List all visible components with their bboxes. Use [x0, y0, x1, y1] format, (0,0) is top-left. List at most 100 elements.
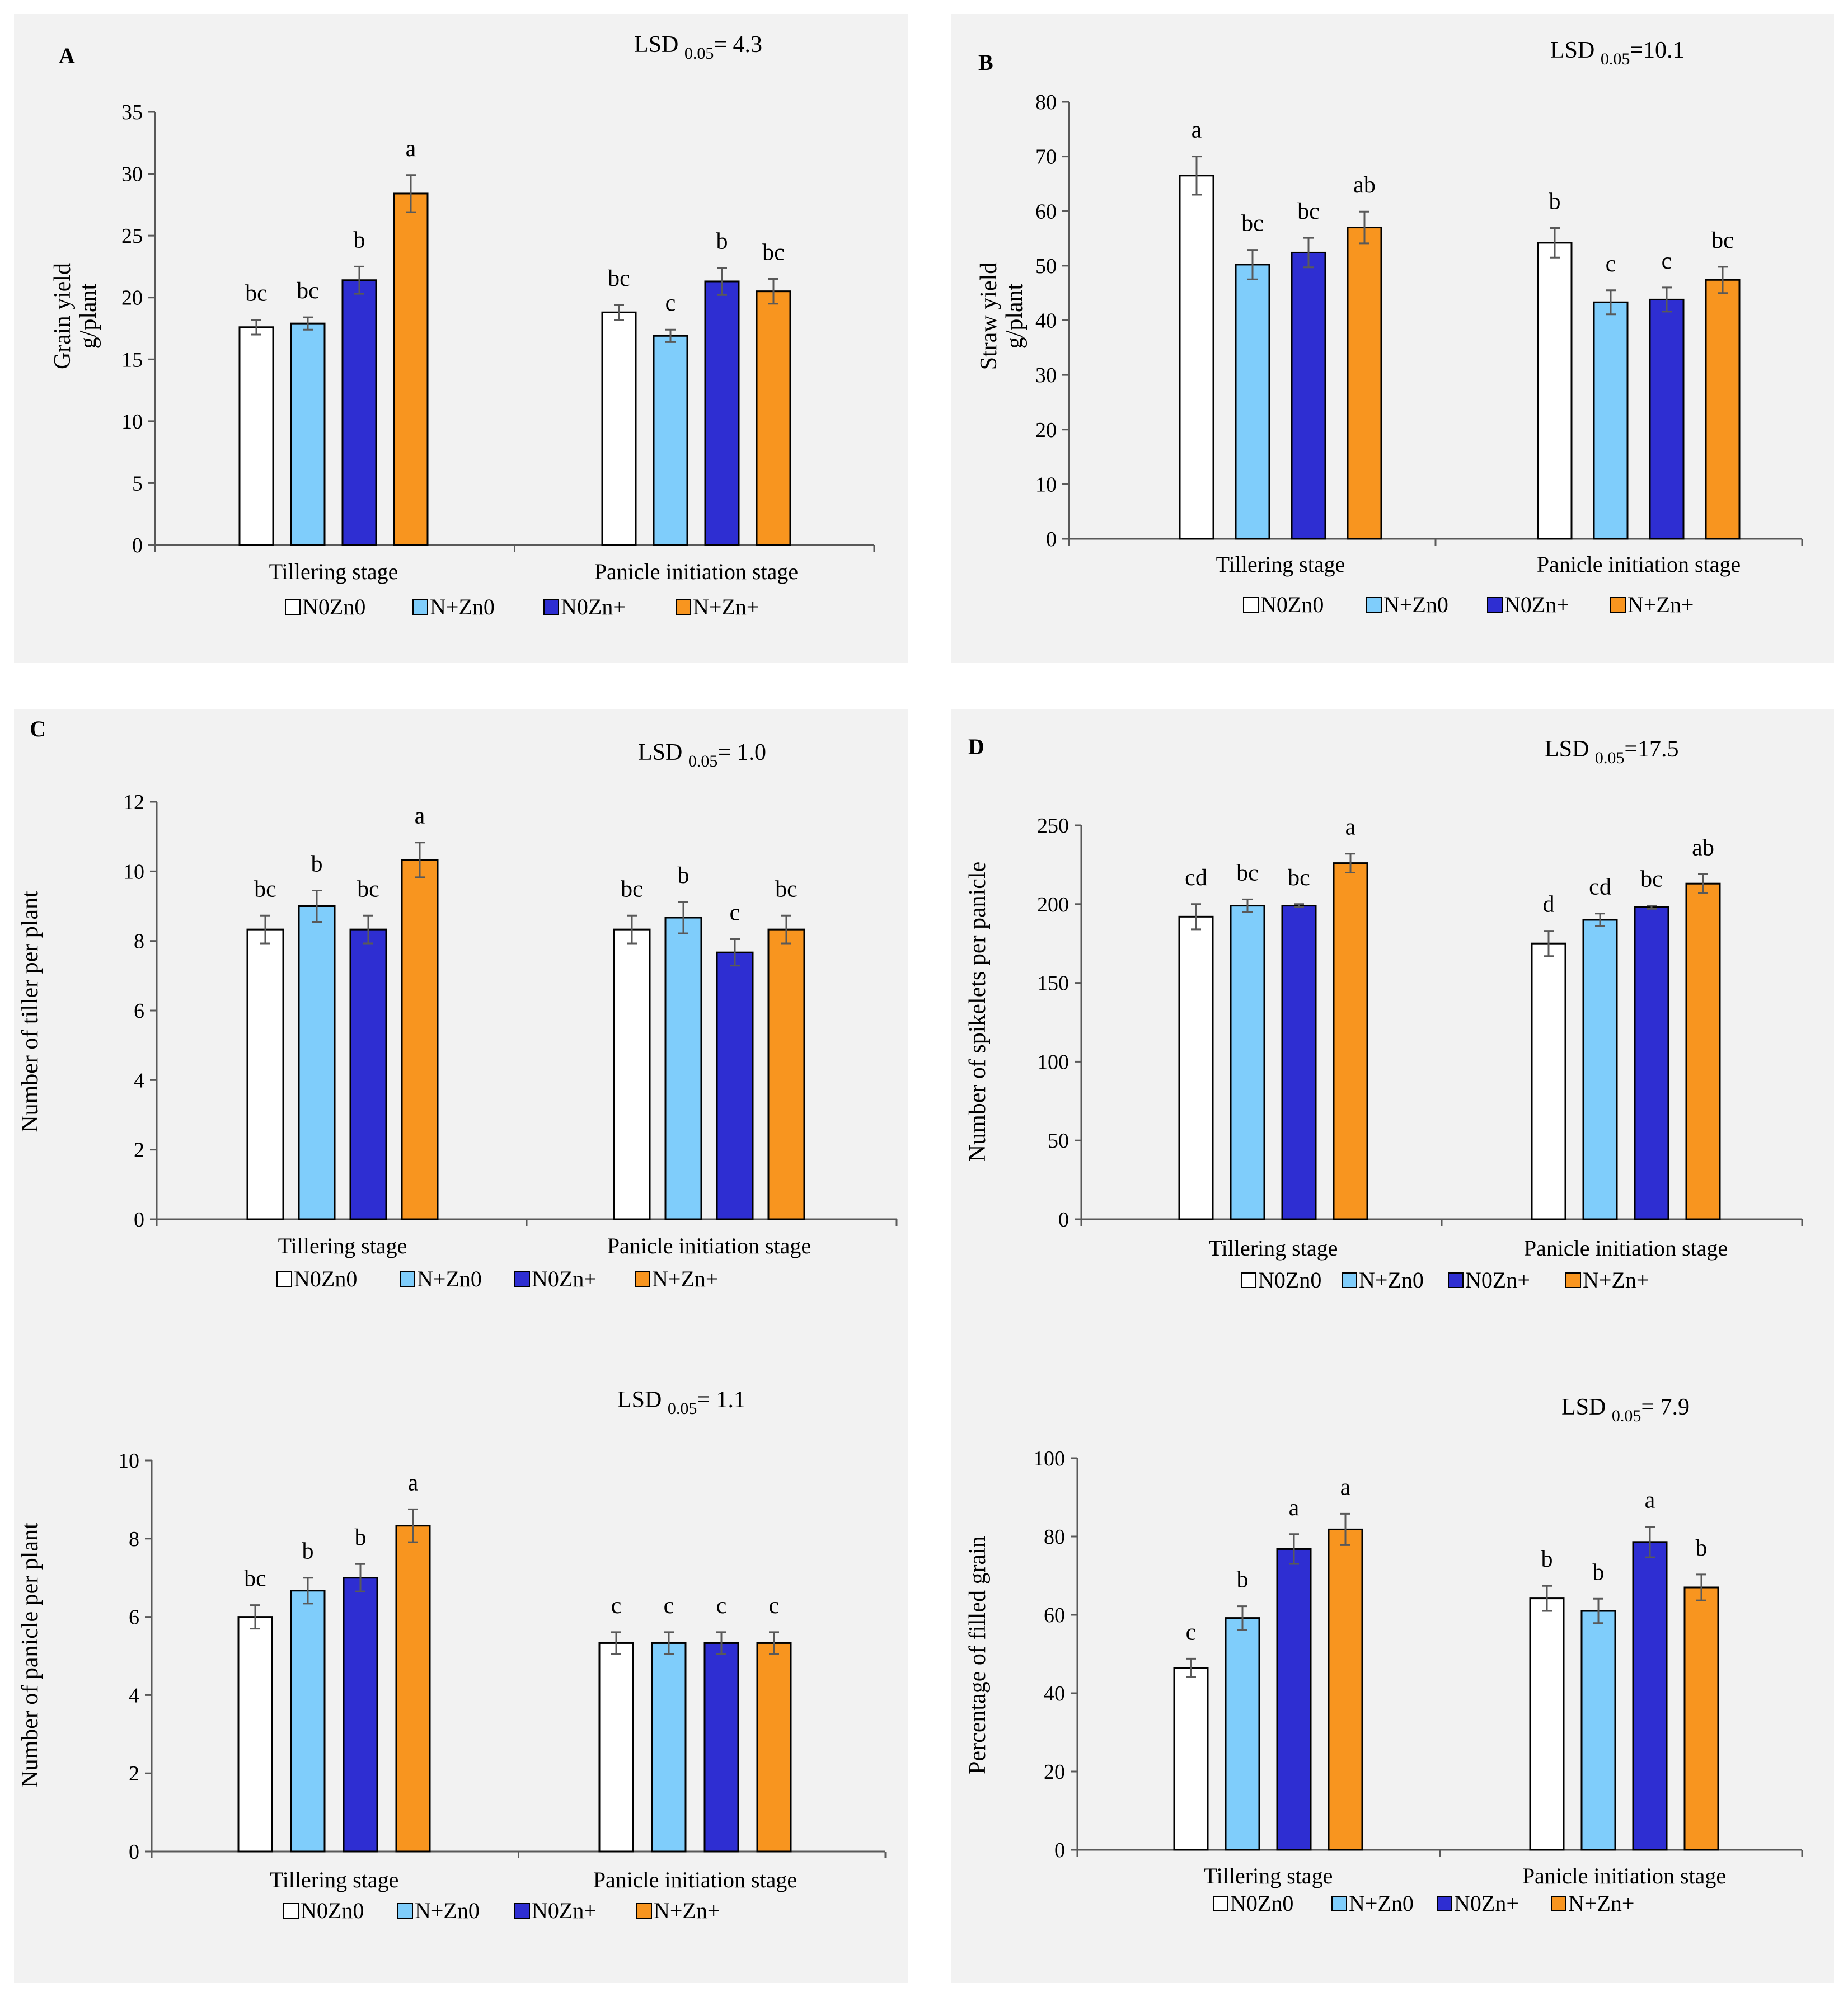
lsd-prefix: LSD [617, 1387, 668, 1413]
y-axis-label-line1: Percentage of filled grain [965, 1536, 991, 1774]
legend-label: N+Zn0 [430, 594, 495, 619]
significance-letter: cd [1589, 875, 1611, 900]
bar-N0Zn0 [1178, 915, 1214, 1220]
x-category-label: Panicle initiation stage [607, 1233, 811, 1258]
y-tick-label: 0 [134, 1208, 144, 1232]
significance-letter: b [1237, 1567, 1249, 1593]
bar-N+Zn+ [395, 1525, 431, 1853]
significance-letter: a [1345, 815, 1356, 840]
y-tick-label: 2 [129, 1762, 139, 1785]
y-axis-label-line1: Straw yield [976, 262, 1002, 370]
bar-N+Zn0 [1580, 1610, 1616, 1851]
significance-letter: c [730, 900, 740, 926]
lsd-label: LSD 0.05= 7.9 [1561, 1394, 1690, 1425]
panel-c: C LSD 0.05= 1.0 Number of tiller per plant… [14, 709, 908, 1353]
y-tick-label: 20 [121, 286, 143, 310]
legend-label: N0Zn+ [1454, 1891, 1519, 1916]
lsd-subscript: 0.05 [668, 1399, 697, 1418]
significance-letter: c [1606, 251, 1616, 277]
x-category-label: Panicle initiation stage [593, 1867, 797, 1892]
panel-e: LSD 0.05= 1.1 Number of panicle per plant… [14, 1353, 908, 1983]
y-axis-label: Number of spikelets per panicle [965, 862, 991, 1162]
bar-N+Zn+ [1683, 1586, 1719, 1851]
legend-label: N+Zn0 [417, 1266, 482, 1291]
bar-N+Zn+ [756, 290, 791, 546]
lsd-subscript: 0.05 [688, 752, 718, 770]
legend-label: N+Zn0 [1383, 592, 1448, 617]
bar-N+Zn+ [401, 859, 439, 1220]
y-tick-label: 40 [1035, 309, 1057, 333]
y-tick-label: 30 [1035, 364, 1057, 387]
legend-label: N0Zn+ [532, 1898, 597, 1923]
x-category-label: Panicle initiation stage [594, 559, 798, 584]
y-tick-label: 0 [1054, 1839, 1065, 1862]
bar-N+Zn+ [1328, 1528, 1363, 1851]
panel-letter: D [968, 734, 984, 759]
bar-N0Zn0 [1529, 1597, 1565, 1851]
y-tick-label: 10 [123, 860, 144, 884]
lsd-value: = 1.1 [697, 1387, 745, 1413]
significance-letter: cd [1185, 865, 1207, 891]
lsd-value: = 7.9 [1641, 1394, 1690, 1420]
significance-letter: bc [244, 1566, 266, 1592]
significance-letter: a [1192, 118, 1202, 143]
y-tick-label: 70 [1035, 145, 1057, 169]
y-tick-label: 6 [134, 999, 144, 1023]
significance-letter: bc [1640, 867, 1663, 892]
chart-c: C LSD 0.05= 1.0 Number of tiller per plant… [17, 716, 898, 1291]
legend-swatch-N+Zn0 [400, 1271, 415, 1287]
y-tick-label: 20 [1035, 419, 1057, 442]
bar-N0Zn0 [1173, 1667, 1209, 1851]
chart-d: D LSD 0.05=17.5 Number of spikelets per pa… [965, 734, 1803, 1293]
y-axis-label-line1: Grain yield [50, 263, 76, 369]
bar-N+Zn0 [290, 1590, 326, 1853]
y-axis-label-line1: Number of panicle per plant [17, 1523, 43, 1788]
lsd-subscript: 0.05 [1595, 749, 1625, 767]
lsd-value: = 1.0 [717, 740, 766, 765]
y-tick-label: 12 [123, 791, 144, 814]
legend-label: N0Zn0 [302, 594, 365, 619]
significance-letter: b [311, 852, 323, 877]
bar-N0Zn0 [1531, 942, 1566, 1220]
x-category-label: Tillering stage [1216, 552, 1345, 577]
bar-N0Zn0 [246, 928, 284, 1220]
y-tick-label: 4 [129, 1684, 139, 1707]
significance-letter: ab [1692, 835, 1714, 861]
significance-letter: ab [1353, 172, 1376, 198]
legend-swatch-N0Zn+ [1437, 1896, 1452, 1911]
legend-swatch-N+Zn0 [1331, 1896, 1347, 1911]
significance-letter: bc [254, 876, 276, 902]
legend-swatch-N+Zn+ [1610, 597, 1626, 613]
legend-swatch-N0Zn0 [283, 1903, 299, 1919]
legend-label: N0Zn+ [1465, 1267, 1530, 1293]
legend-swatch-N+Zn0 [1366, 597, 1382, 613]
y-tick-label: 10 [121, 410, 143, 434]
bar-N+Zn+ [1333, 862, 1368, 1220]
y-axis-label: Number of panicle per plant [17, 1523, 43, 1788]
chart-a: A LSD 0.05= 4.3 Grain yield g/plant 0 5 10 15 20… [50, 32, 875, 619]
significance-letter: bc [297, 278, 319, 304]
y-tick-label: 35 [121, 101, 143, 124]
legend-label: N+Zn+ [1583, 1267, 1649, 1293]
legend-label: N+Zn+ [1627, 592, 1694, 617]
significance-letter: bc [1241, 211, 1264, 237]
legend-label: N+Zn0 [1359, 1267, 1424, 1293]
bar-N0Zn+ [343, 1577, 378, 1853]
y-tick-label: 80 [1035, 91, 1057, 114]
legend-label: N0Zn0 [301, 1898, 364, 1923]
y-tick-label: 6 [129, 1606, 139, 1629]
y-tick-label: 50 [1035, 255, 1057, 278]
y-tick-label: 2 [134, 1139, 144, 1162]
significance-letter: c [1186, 1619, 1197, 1645]
x-category-label: Tillering stage [269, 559, 398, 584]
significance-letter: a [408, 1470, 419, 1496]
legend-label: N+Zn+ [693, 594, 759, 619]
lsd-label: LSD 0.05= 1.1 [617, 1387, 745, 1418]
lsd-label: LSD 0.05=10.1 [1550, 37, 1685, 68]
lsd-subscript: 0.05 [1612, 1407, 1641, 1425]
legend-swatch-N0Zn+ [1448, 1272, 1464, 1288]
y-tick-label: 25 [121, 224, 143, 248]
y-tick-label: 10 [118, 1449, 139, 1473]
y-tick-label: 0 [132, 534, 143, 557]
x-category-label: Tillering stage [278, 1233, 407, 1258]
